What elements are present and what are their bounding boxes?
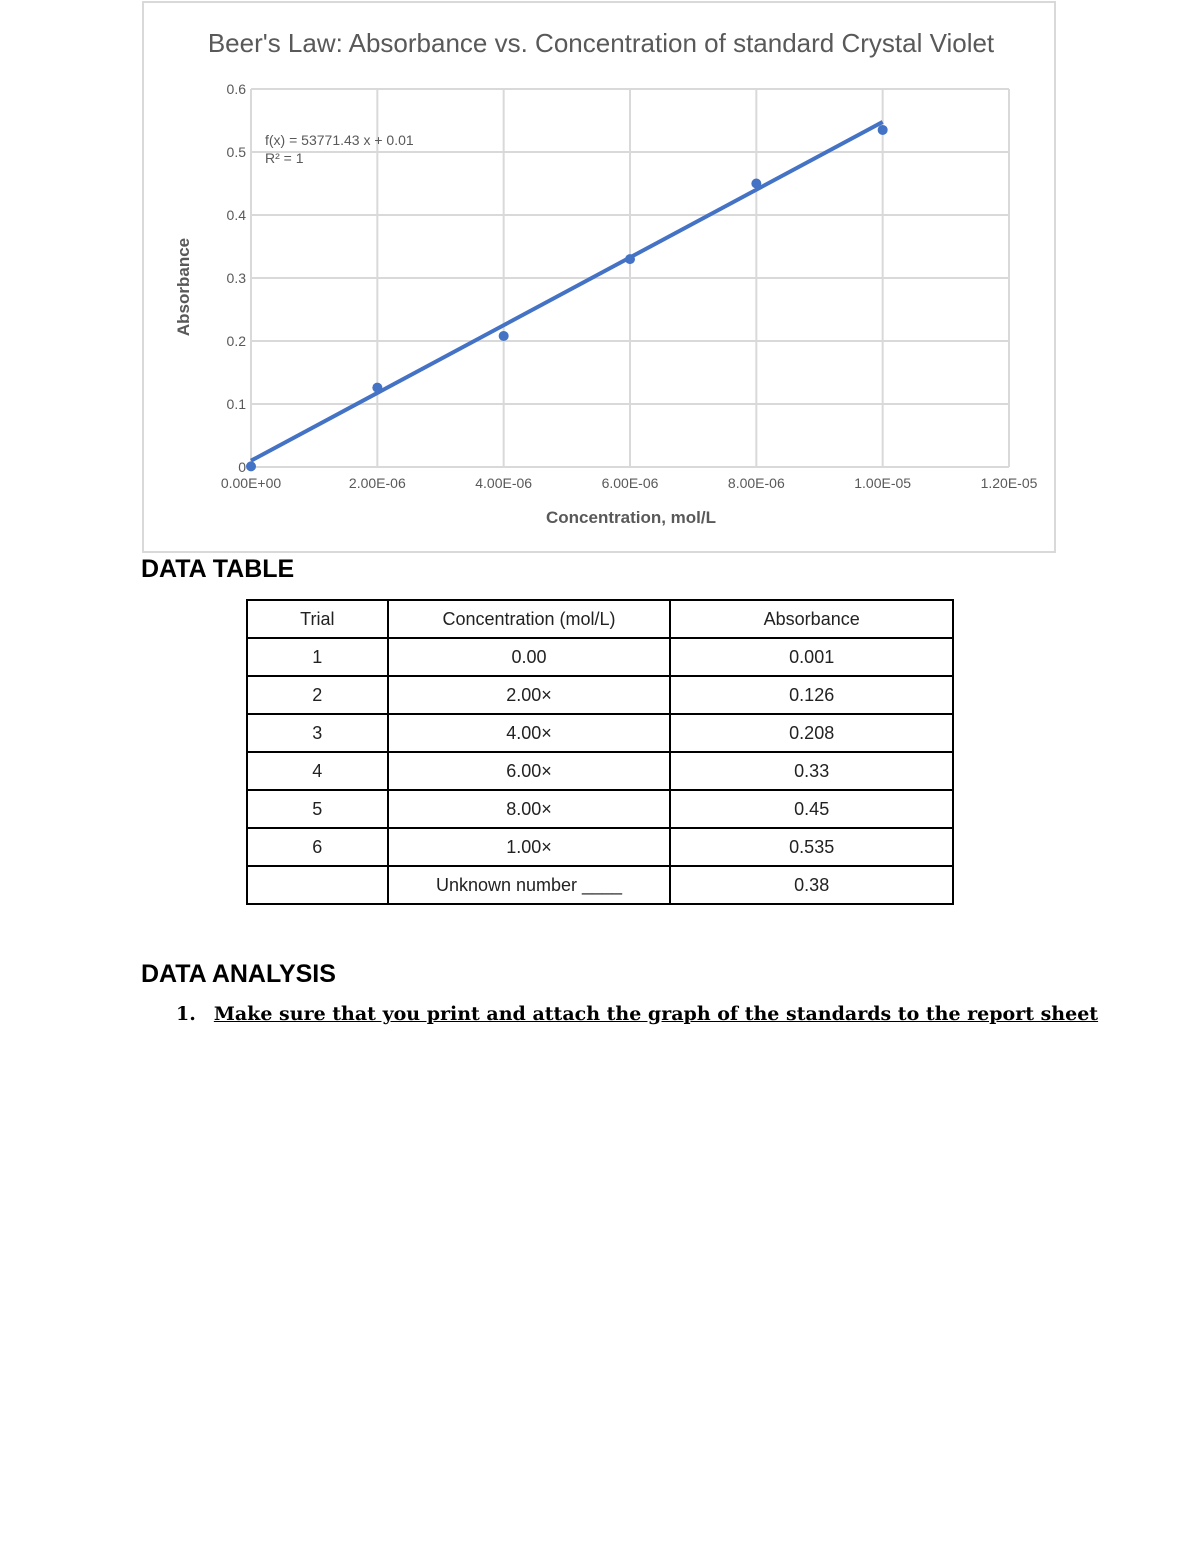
table-cell: 4: [246, 751, 389, 791]
table-row: 5 8.00× 0.45: [246, 789, 954, 829]
trendline: [250, 120, 884, 463]
table-row: 2 2.00× 0.126: [246, 675, 954, 715]
y-tick-label: 0.3: [227, 270, 247, 286]
table-cell: 6.00×: [386, 751, 672, 791]
x-tick-label: 1.00E-05: [854, 475, 911, 491]
table-row: Unknown number ____ 0.38: [246, 865, 954, 905]
trendline-r2: R² = 1: [265, 150, 304, 166]
x-tick-label: 0.00E+00: [221, 475, 282, 491]
table-cell: 0.126: [669, 675, 954, 715]
data-point: [372, 382, 383, 393]
table-cell: 6: [246, 827, 389, 867]
y-tick-label: 0.4: [227, 207, 247, 223]
table-cell: Concentration (mol/L): [386, 599, 672, 639]
table-cell: Unknown number ____: [386, 865, 672, 905]
table-row: 3 4.00× 0.208: [246, 713, 954, 753]
table-cell: 0.33: [669, 751, 954, 791]
table-header-row: Trial Concentration (mol/L) Absorbance: [246, 599, 954, 639]
data-point: [246, 461, 256, 472]
data-table: Trial Concentration (mol/L) Absorbance 1 0.0…: [246, 599, 954, 905]
table-row: 1 0.00 0.001: [246, 637, 954, 677]
data-table-heading: DATA TABLE: [141, 555, 295, 583]
table-cell: 5: [246, 789, 389, 829]
item-number: 1.: [176, 1003, 196, 1025]
table-cell: 0.001: [669, 637, 954, 677]
data-point: [498, 330, 509, 341]
table-row: 4 6.00× 0.33: [246, 751, 954, 791]
table-cell: 4.00×: [386, 713, 672, 753]
y-tick-label: 0.5: [227, 144, 247, 160]
table-cell: 0.535: [669, 827, 954, 867]
table-cell: Absorbance: [669, 599, 954, 639]
chart-svg: Beer's Law: Absorbance vs. Concentration…: [174, 28, 1038, 527]
y-tick-label: 0.1: [227, 396, 247, 412]
y-tick-label: 0.2: [227, 333, 247, 349]
chart: Beer's Law: Absorbance vs. Concentration…: [142, 1, 1056, 553]
table-cell: 8.00×: [386, 789, 672, 829]
x-tick-label: 8.00E-06: [728, 475, 785, 491]
table-cell: 2.00×: [386, 675, 672, 715]
x-axis-label: Concentration, mol/L: [546, 508, 716, 527]
table-cell: 0.208: [669, 713, 954, 753]
table-cell: 1: [246, 637, 389, 677]
y-tick-label: 0.6: [227, 81, 247, 97]
table-cell: 0.45: [669, 789, 954, 829]
data-point: [625, 254, 635, 265]
x-tick-label: 1.20E-05: [981, 475, 1038, 491]
y-axis-label: Absorbance: [174, 238, 193, 336]
x-tick-label: 6.00E-06: [602, 475, 659, 491]
table-cell: 0.00: [386, 637, 672, 677]
table-cell: Trial: [246, 599, 389, 639]
chart-title: Beer's Law: Absorbance vs. Concentration…: [208, 28, 995, 58]
table-cell: 0.38: [669, 865, 954, 905]
data-point: [877, 124, 888, 135]
table-cell: 1.00×: [386, 827, 672, 867]
table-cell: 2: [246, 675, 389, 715]
trendline-equation: f(x) = 53771.43 x + 0.01: [265, 132, 414, 148]
x-tick-label: 4.00E-06: [475, 475, 532, 491]
table-cell: [246, 865, 389, 905]
analysis-item: 1. Make sure that you print and attach th…: [176, 1003, 1098, 1025]
data-point: [751, 178, 762, 189]
data-analysis-heading: DATA ANALYSIS: [141, 960, 336, 988]
item-text: Make sure that you print and attach the …: [213, 1003, 1099, 1025]
y-tick-label: 0: [238, 459, 246, 475]
table-row: 6 1.00× 0.535: [246, 827, 954, 867]
x-tick-label: 2.00E-06: [349, 475, 406, 491]
table-cell: 3: [246, 713, 389, 753]
